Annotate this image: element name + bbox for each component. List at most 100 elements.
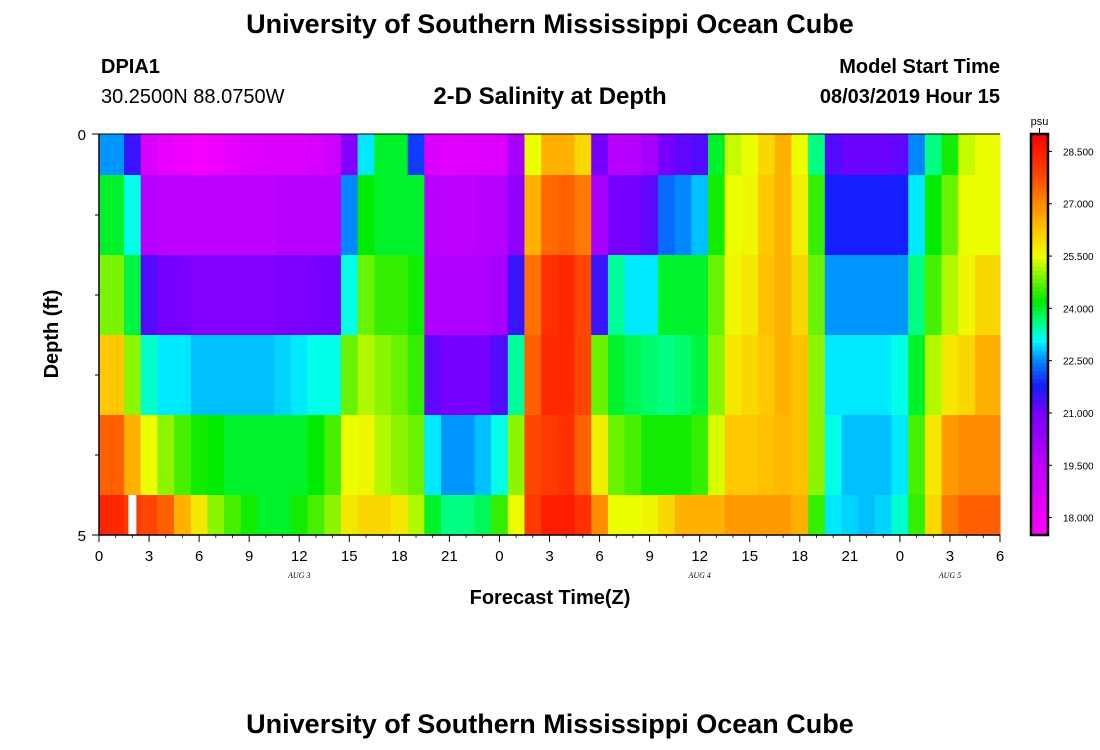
heatmap-cell	[390, 134, 409, 175]
heatmap-cell	[724, 335, 742, 415]
heatmap-cell	[140, 495, 158, 535]
heatmap-cell	[708, 415, 726, 495]
colorbar-tick-label: 22.500	[1063, 357, 1094, 368]
heatmap-cell	[99, 255, 108, 335]
heatmap-cell	[324, 175, 342, 255]
heatmap-cell	[691, 255, 709, 335]
heatmap-cell	[140, 255, 158, 335]
heatmap-cell	[841, 134, 859, 175]
colorbar-swatch	[1031, 458, 1048, 464]
heatmap-cell	[157, 175, 175, 255]
colorbar-swatch	[1031, 442, 1048, 448]
colorbar-swatch	[1031, 198, 1048, 203]
colorbar-swatch	[1031, 490, 1048, 496]
heatmap-cell	[808, 255, 826, 335]
heatmap-cell	[491, 255, 509, 335]
colorbar-swatch	[1031, 450, 1048, 456]
heatmap-cell	[624, 495, 642, 535]
station-id: DPIA1	[101, 56, 160, 78]
heatmap-cell	[257, 495, 275, 535]
colorbar-swatch	[1031, 414, 1048, 420]
heatmap-cell	[824, 495, 843, 535]
x-tick-label: 9	[245, 548, 253, 565]
heatmap-cell	[791, 495, 809, 535]
colorbar-swatch	[1031, 242, 1048, 247]
page-title: University of Southern Mississippi Ocean…	[246, 9, 854, 39]
x-tick-label: 12	[691, 548, 708, 565]
colorbar-swatch	[1031, 446, 1048, 452]
heatmap-cell	[641, 335, 659, 415]
heatmap-cell	[824, 134, 843, 175]
heatmap-cell	[107, 255, 125, 335]
heatmap-cell	[874, 175, 893, 255]
heatmap-cell	[190, 134, 209, 175]
heatmap-cell	[274, 255, 292, 335]
heatmap-cell	[641, 255, 659, 335]
station-coords: 30.2500N 88.0750W	[101, 86, 285, 108]
heatmap-cell	[140, 415, 158, 495]
heatmap-cell	[891, 415, 909, 495]
colorbar-swatch	[1031, 474, 1048, 480]
heatmap-cell	[841, 495, 859, 535]
colorbar-swatch	[1031, 330, 1048, 335]
colorbar-swatch	[1031, 358, 1048, 364]
heatmap-cell	[240, 335, 259, 415]
heatmap-cell	[374, 175, 392, 255]
heatmap-cell	[974, 134, 993, 175]
x-axis-label: Forecast Time(Z)	[470, 587, 631, 609]
heatmap-cell	[708, 335, 726, 415]
heatmap-cell	[441, 255, 459, 335]
colorbar-swatch	[1031, 530, 1048, 536]
x-tick-label: 15	[741, 548, 758, 565]
heatmap-cell	[357, 495, 375, 535]
heatmap-cell	[107, 335, 125, 415]
heatmap-cell	[340, 415, 359, 495]
heatmap-cell	[607, 255, 626, 335]
heatmap-cell	[991, 495, 1001, 535]
heatmap-cell	[174, 335, 192, 415]
heatmap-cell	[407, 495, 425, 535]
x-tick-label: 0	[495, 548, 503, 565]
heatmap-cell	[290, 495, 309, 535]
colorbar-tick-label: 24.000	[1063, 304, 1094, 315]
colorbar-swatch	[1031, 246, 1048, 251]
colorbar-swatch	[1031, 302, 1048, 307]
heatmap-cell	[407, 415, 425, 495]
heatmap-cell	[958, 415, 976, 495]
heatmap-cell	[657, 415, 676, 495]
heatmap-cell	[974, 415, 993, 495]
heatmap-cell	[991, 415, 1001, 495]
colorbar-swatch	[1031, 390, 1048, 396]
heatmap-cell	[290, 335, 309, 415]
heatmap-cell	[674, 175, 692, 255]
heatmap-cell	[908, 415, 926, 495]
colorbar-swatch	[1031, 290, 1048, 295]
heatmap-cell	[99, 175, 108, 255]
heatmap-cell	[474, 415, 492, 495]
day-label: AUG 3	[287, 571, 310, 580]
colorbar-swatch	[1031, 142, 1048, 147]
heatmap-cell	[808, 134, 826, 175]
heatmap-cell	[908, 335, 926, 415]
x-tick-label: 3	[946, 548, 954, 565]
heatmap-cell	[841, 255, 859, 335]
heatmap-cell	[991, 255, 1001, 335]
heatmap-cell	[174, 175, 192, 255]
colorbar-swatch	[1031, 406, 1048, 412]
heatmap-cell	[224, 335, 242, 415]
heatmap-cell	[541, 415, 559, 495]
heatmap-cell	[791, 255, 809, 335]
colorbar-tick-label: 25.500	[1063, 252, 1094, 263]
heatmap-cell	[240, 495, 259, 535]
colorbar: psu 18.000 19.500 21.000 22.500 24.000 25.500 2…	[1029, 116, 1094, 537]
heatmap-cell	[674, 134, 692, 175]
colorbar-swatch	[1031, 498, 1048, 504]
heatmap-cell	[924, 255, 943, 335]
heatmap-cell	[424, 134, 442, 175]
colorbar-tick-label: 18.000	[1063, 514, 1094, 525]
colorbar-swatch	[1031, 202, 1048, 207]
heatmap-cell	[774, 495, 793, 535]
heatmap-cell	[174, 134, 192, 175]
colorbar-swatch	[1031, 234, 1048, 239]
heatmap-cell	[674, 255, 692, 335]
